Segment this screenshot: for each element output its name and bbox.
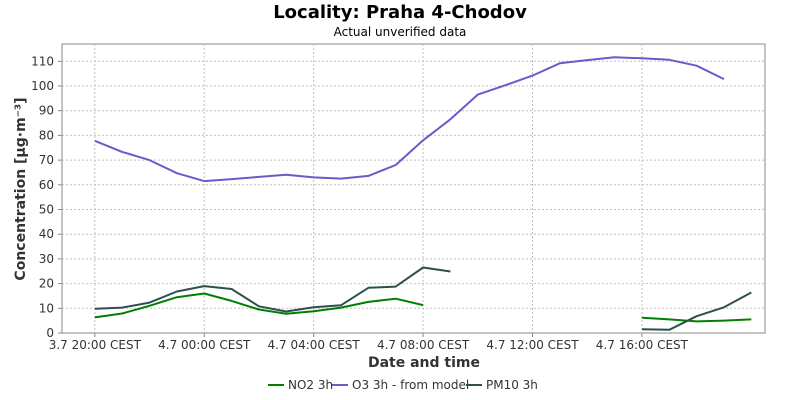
x-tick-label: 4.7 00:00 CEST [158,338,251,352]
y-tick-label: 0 [46,326,54,340]
chart-subtitle: Actual unverified data [334,25,467,39]
y-tick-label: 80 [39,128,54,142]
y-tick-label: 100 [31,79,54,93]
x-tick-label: 4.7 16:00 CEST [596,338,689,352]
x-axis-ticks: 3.7 20:00 CEST 4.7 00:00 CEST 4.7 04:00 CE… [49,333,689,352]
chart-title: Locality: Praha 4-Chodov [273,2,527,23]
x-tick-label: 4.7 12:00 CEST [486,338,579,352]
y-axis-label: Concentration [µg·m⁻³] [13,97,29,280]
y-tick-label: 30 [39,252,54,266]
plot-area [61,43,766,334]
y-tick-label: 10 [39,301,54,315]
y-tick-label: 110 [31,54,54,68]
series-line [94,56,725,183]
legend: NO2 3h O3 3h - from model PM10 3h [268,378,538,392]
y-tick-label: 90 [39,104,54,118]
y-tick-label: 70 [39,153,54,167]
x-tick-label: 4.7 08:00 CEST [377,338,470,352]
y-tick-label: 20 [39,277,54,291]
x-tick-label: 3.7 20:00 CEST [49,338,142,352]
legend-entry: NO2 3h [288,378,333,392]
y-tick-label: 60 [39,178,54,192]
x-tick-label: 4.7 04:00 CEST [268,338,361,352]
series-line [641,316,752,323]
gridlines [62,44,765,333]
y-axis-ticks: 0 10 20 30 40 50 60 70 80 90 100 110 [31,54,62,340]
series-lines [94,56,752,331]
y-tick-label: 40 [39,227,54,241]
legend-entry: PM10 3h [486,378,538,392]
series-line [641,291,752,331]
series-line [94,292,424,319]
legend-entry: O3 3h - from model [352,378,469,392]
y-tick-label: 50 [39,202,54,216]
series-line [94,266,451,313]
x-axis-label: Date and time [368,355,480,371]
